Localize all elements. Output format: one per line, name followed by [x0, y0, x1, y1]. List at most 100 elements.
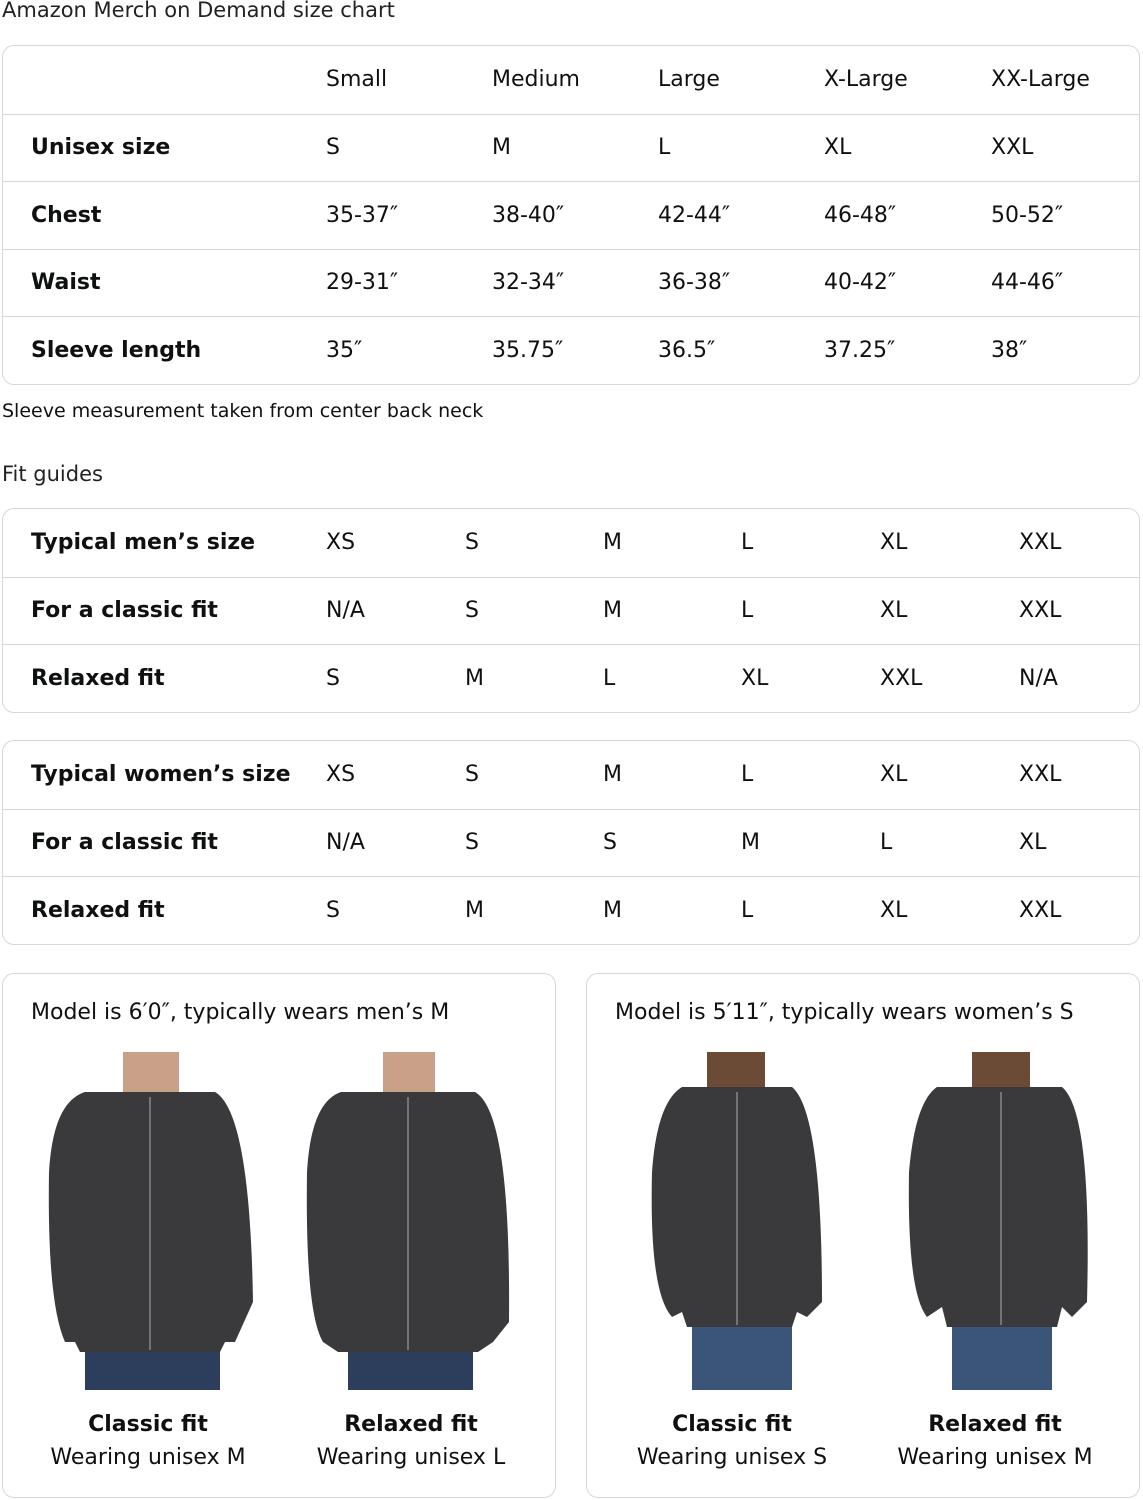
cell: 35.75″ — [492, 337, 564, 363]
column-header: Large — [658, 67, 720, 93]
cell: L — [741, 897, 754, 923]
cell: XXL — [1019, 530, 1062, 556]
cell: 38-40″ — [492, 202, 565, 228]
table-row: Typical women’s size XS S M L XL XXL — [3, 741, 1139, 809]
row-label: Chest — [31, 202, 102, 228]
fit-label: Relaxed fit Wearing unisex M — [897, 1412, 1093, 1470]
table-row: Unisex size S M L XL XXL — [3, 113, 1139, 182]
page-title: Amazon Merch on Demand size chart — [2, 0, 395, 22]
cell: 40-42″ — [824, 270, 897, 296]
table-row: Chest 35-37″ 38-40″ 42-44″ 46-48″ 50-52″ — [3, 181, 1139, 249]
table-row: For a classic fit N/A S S M L XL — [3, 808, 1139, 877]
cell: M — [465, 665, 484, 691]
fit-label: Classic fit Wearing unisex M — [50, 1412, 246, 1470]
hoodie-photo-classic-men — [48, 1052, 253, 1390]
cell: XL — [880, 530, 908, 556]
cell: XL — [880, 598, 908, 624]
cell: XXL — [1019, 897, 1062, 923]
cell: XL — [880, 897, 908, 923]
cell: XL — [880, 762, 908, 788]
row-label: Waist — [31, 270, 101, 296]
cell: S — [326, 897, 340, 923]
cell: N/A — [1019, 665, 1058, 691]
cell: 50-52″ — [991, 202, 1064, 228]
cell: 36-38″ — [658, 270, 731, 296]
cell: M — [603, 530, 622, 556]
cell: S — [465, 762, 479, 788]
cell: 46-48″ — [824, 202, 897, 228]
cell: XXL — [880, 665, 923, 691]
cell: 38″ — [991, 337, 1028, 363]
table-row: For a classic fit N/A S M L XL XXL — [3, 576, 1139, 645]
fit-guides-title: Fit guides — [2, 462, 103, 486]
cell: 35″ — [326, 337, 363, 363]
table-row: Typical men’s size XS S M L XL XXL — [3, 509, 1139, 577]
table-row: Relaxed fit S M L XL XXL N/A — [3, 644, 1139, 712]
model-card-men: Model is 6′0″, typically wears men’s M C… — [2, 973, 556, 1498]
cell: XXL — [991, 135, 1034, 161]
model-title: Model is 5′11″, typically wears women’s … — [615, 1000, 1074, 1025]
hoodie-photo-classic-women — [651, 1052, 822, 1390]
cell: L — [741, 598, 754, 624]
size-chart-table: Small Medium Large X-Large XX-Large Unisex si… — [2, 45, 1140, 385]
table-row: Relaxed fit S M M L XL XXL — [3, 876, 1139, 944]
cell: L — [603, 665, 616, 691]
cell: 36.5″ — [658, 337, 716, 363]
column-header: XX-Large — [991, 67, 1090, 93]
cell: M — [741, 830, 760, 856]
cell: M — [603, 897, 622, 923]
cell: M — [603, 598, 622, 624]
header-row: Small Medium Large X-Large XX-Large — [3, 46, 1139, 114]
cell: S — [465, 530, 479, 556]
table-row: Sleeve length 35″ 35.75″ 36.5″ 37.25″ 38″ — [3, 316, 1139, 384]
table-row: Waist 29-31″ 32-34″ 36-38″ 40-42″ 44-46″ — [3, 248, 1139, 317]
cell: XXL — [1019, 762, 1062, 788]
cell: 32-34″ — [492, 270, 565, 296]
cell: N/A — [326, 830, 365, 856]
hoodie-photo-relaxed-women — [908, 1052, 1088, 1390]
row-label: Relaxed fit — [31, 897, 165, 923]
cell: XS — [326, 762, 356, 788]
cell: M — [603, 762, 622, 788]
fit-label: Classic fit Wearing unisex S — [636, 1412, 828, 1470]
hoodie-photo-relaxed-men — [306, 1052, 510, 1390]
cell: 42-44″ — [658, 202, 731, 228]
cell: XL — [741, 665, 769, 691]
model-title: Model is 6′0″, typically wears men’s M — [31, 1000, 450, 1025]
cell: XL — [824, 135, 852, 161]
cell: L — [741, 762, 754, 788]
cell: 44-46″ — [991, 270, 1064, 296]
column-header: X-Large — [824, 67, 908, 93]
cell: L — [741, 530, 754, 556]
cell: M — [465, 897, 484, 923]
cell: 29-31″ — [326, 270, 399, 296]
row-label: Relaxed fit — [31, 665, 165, 691]
cell: N/A — [326, 598, 365, 624]
column-header: Small — [326, 67, 388, 93]
cell: XL — [1019, 830, 1047, 856]
row-label: Typical women’s size — [31, 762, 291, 788]
cell: L — [880, 830, 893, 856]
cell: S — [465, 598, 479, 624]
row-label: For a classic fit — [31, 830, 218, 856]
cell: S — [326, 135, 340, 161]
cell: S — [465, 830, 479, 856]
cell: XXL — [1019, 598, 1062, 624]
row-label: Typical men’s size — [31, 530, 256, 556]
cell: L — [658, 135, 671, 161]
row-label: Unisex size — [31, 135, 171, 161]
womens-fit-table: Typical women’s size XS S M L XL XXL For a clas… — [2, 740, 1140, 945]
cell: M — [492, 135, 511, 161]
cell: 37.25″ — [824, 337, 896, 363]
model-card-women: Model is 5′11″, typically wears women’s … — [586, 973, 1140, 1498]
cell: 35-37″ — [326, 202, 399, 228]
cell: S — [326, 665, 340, 691]
column-header: Medium — [492, 67, 580, 93]
row-label: Sleeve length — [31, 337, 202, 363]
sleeve-note: Sleeve measurement taken from center bac… — [2, 400, 484, 422]
mens-fit-table: Typical men’s size XS S M L XL XXL For a classi… — [2, 508, 1140, 713]
row-label: For a classic fit — [31, 598, 218, 624]
fit-label: Relaxed fit Wearing unisex L — [316, 1412, 506, 1470]
cell: XS — [326, 530, 356, 556]
cell: S — [603, 830, 617, 856]
